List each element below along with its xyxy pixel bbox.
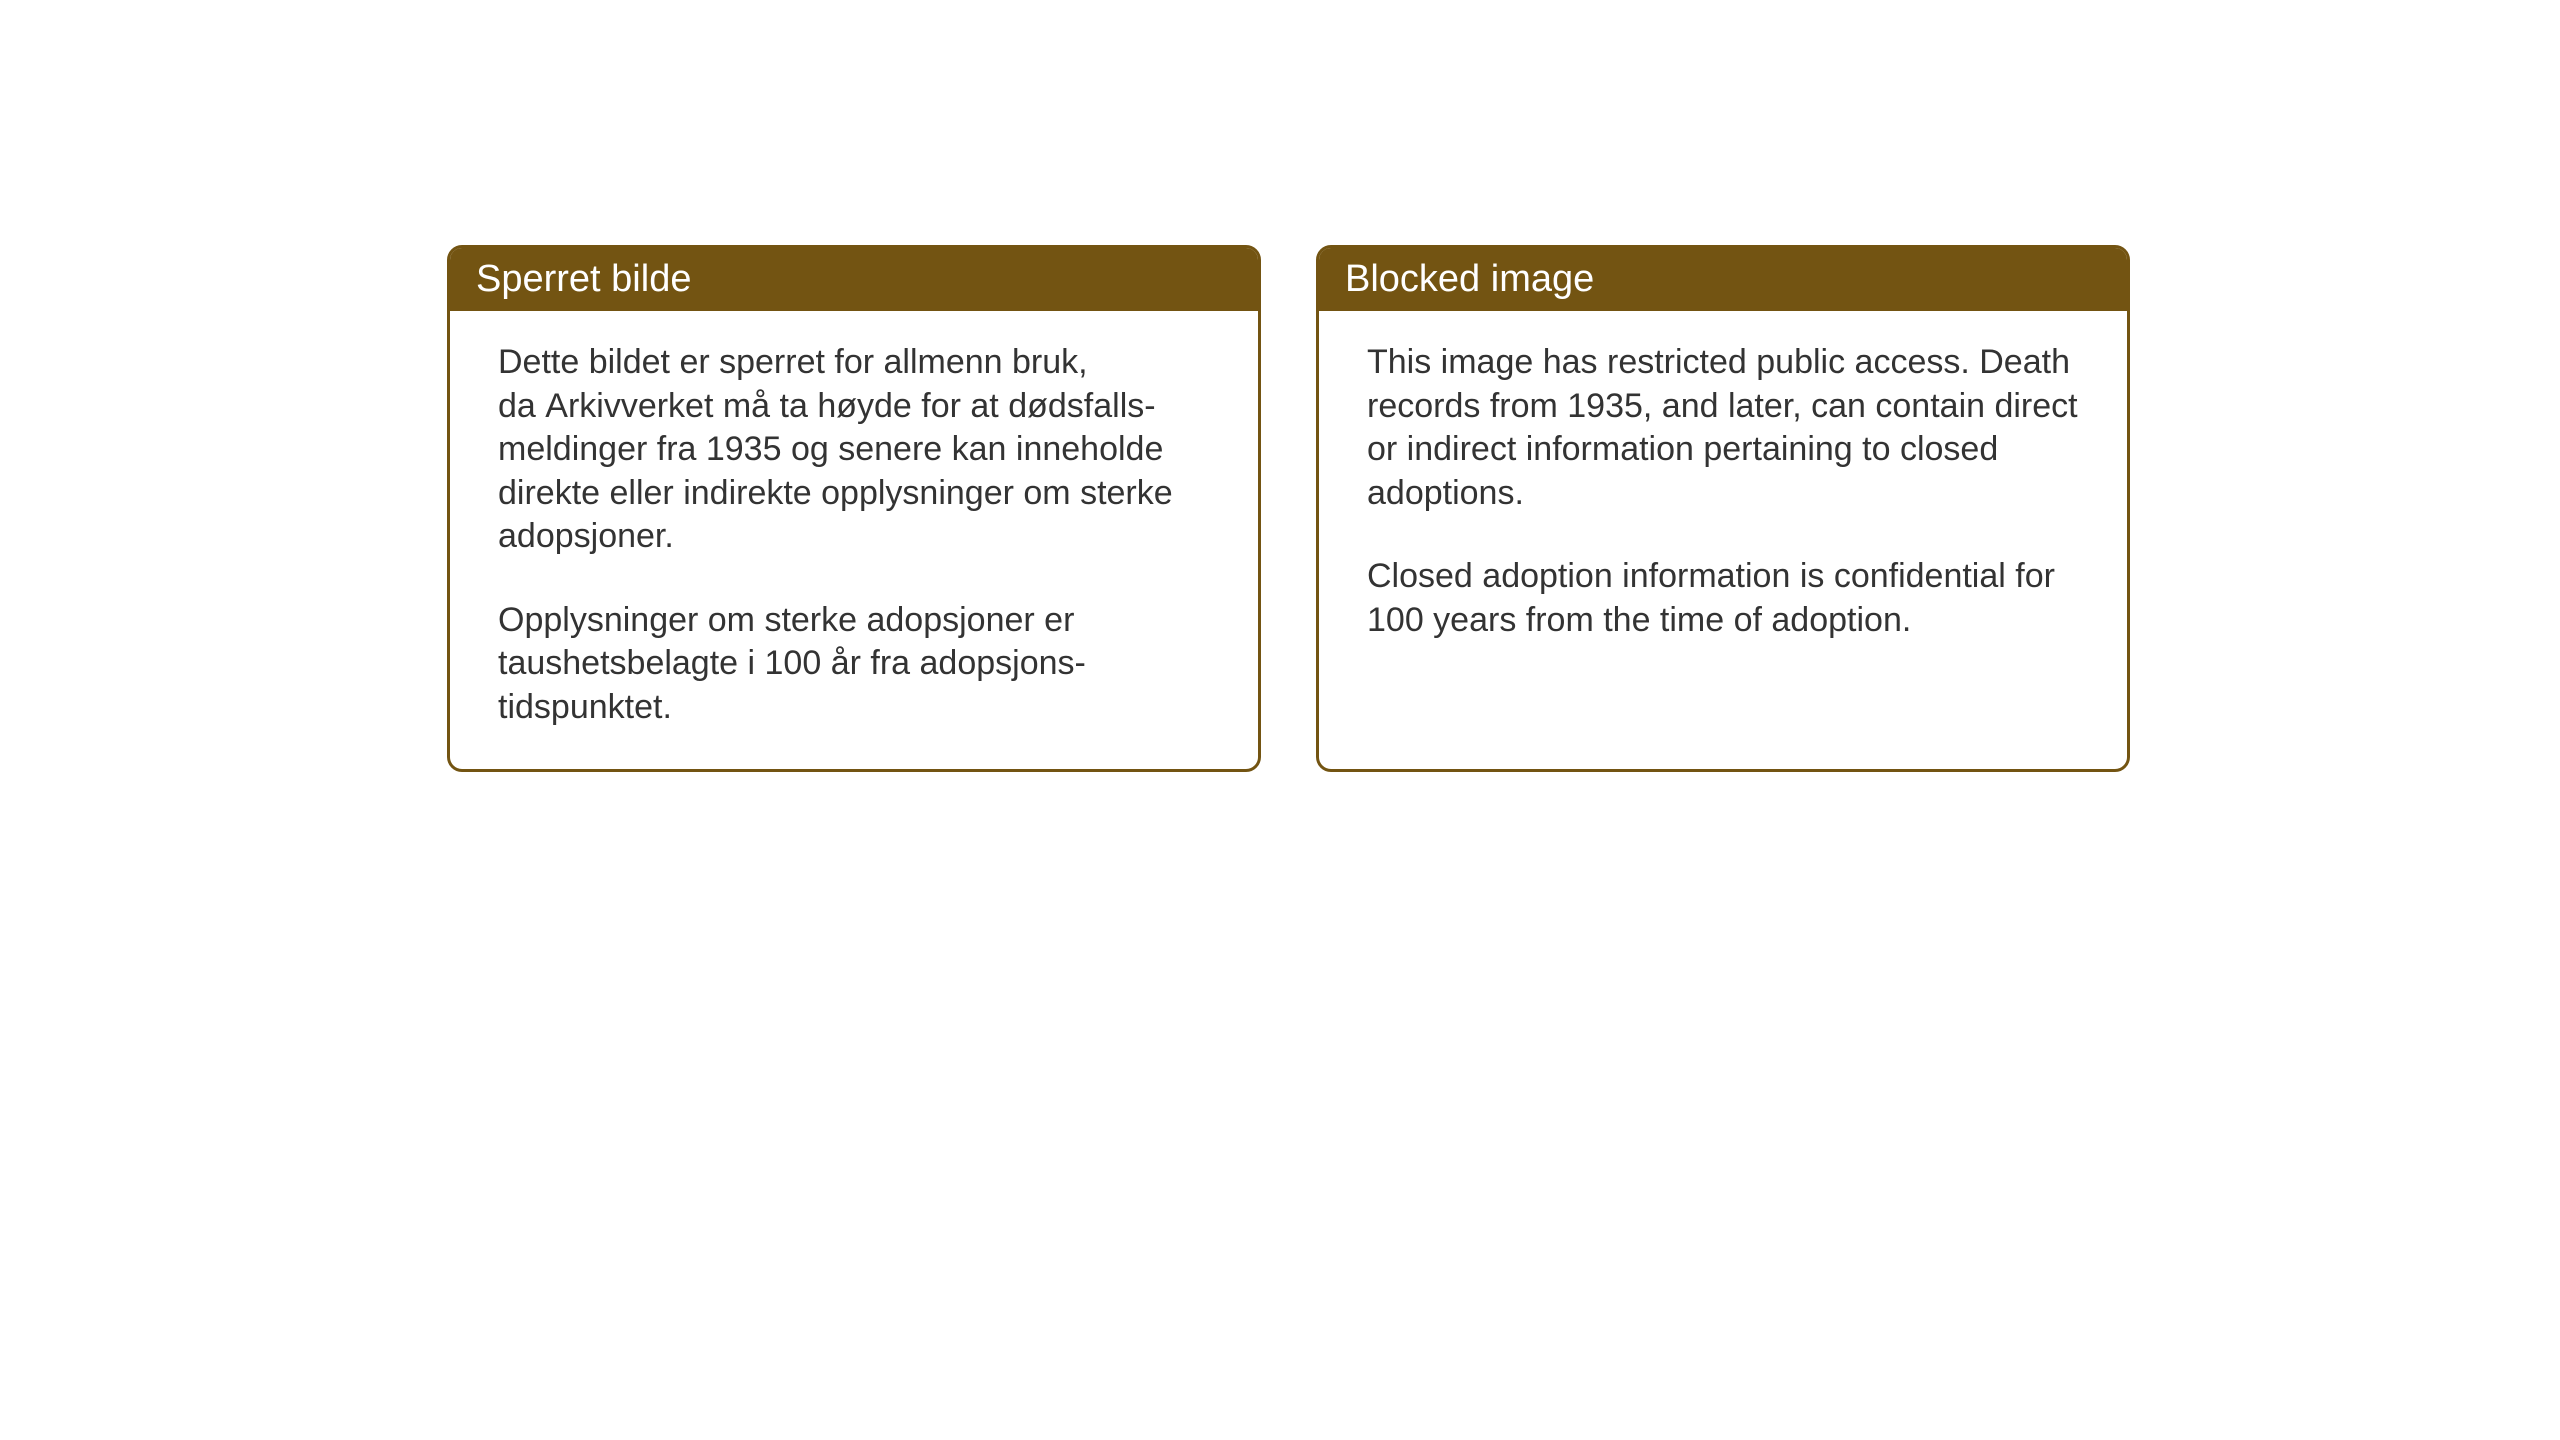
notice-paragraph-2-norwegian: Opplysninger om sterke adopsjoner er tau…	[498, 599, 1210, 730]
notice-paragraph-2-english: Closed adoption information is confident…	[1367, 555, 2079, 642]
notice-header-norwegian: Sperret bilde	[450, 248, 1258, 311]
notice-paragraph-1-norwegian: Dette bildet er sperret for allmenn bruk…	[498, 341, 1210, 559]
notice-container: Sperret bilde Dette bildet er sperret fo…	[447, 245, 2130, 772]
notice-body-norwegian: Dette bildet er sperret for allmenn bruk…	[450, 311, 1258, 769]
notice-box-english: Blocked image This image has restricted …	[1316, 245, 2130, 772]
notice-box-norwegian: Sperret bilde Dette bildet er sperret fo…	[447, 245, 1261, 772]
notice-body-english: This image has restricted public access.…	[1319, 311, 2127, 751]
notice-paragraph-1-english: This image has restricted public access.…	[1367, 341, 2079, 515]
notice-header-english: Blocked image	[1319, 248, 2127, 311]
